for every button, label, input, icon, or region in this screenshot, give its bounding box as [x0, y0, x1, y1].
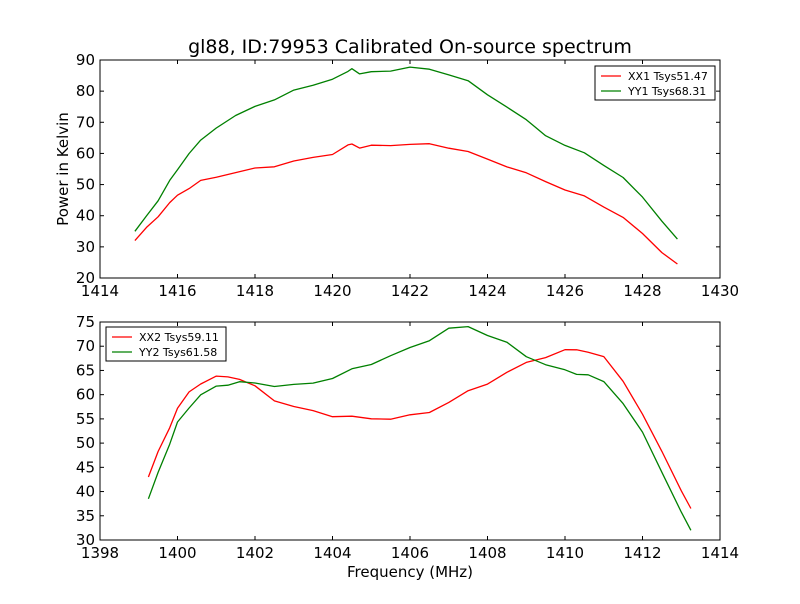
y-tick-label: 30	[76, 238, 95, 256]
y-tick-label: 35	[76, 507, 95, 525]
y-tick-label: 70	[76, 113, 95, 131]
legend-label: XX1 Tsys51.47	[628, 70, 708, 83]
y-tick-label: 60	[76, 144, 95, 162]
y-tick-label: 75	[76, 313, 95, 331]
x-tick-label: 1410	[546, 544, 584, 562]
x-tick-label: 1404	[313, 544, 351, 562]
chart-title: gl88, ID:79953 Calibrated On-source spec…	[188, 36, 632, 58]
y-tick-label: 65	[76, 361, 95, 379]
x-tick-label: 1428	[623, 282, 661, 300]
y-tick-label: 30	[76, 531, 95, 549]
series-line-2-2	[147, 325, 692, 531]
series-line-1-2	[134, 66, 678, 240]
x-tick-label: 1400	[158, 544, 196, 562]
y-tick-label: 40	[76, 483, 95, 501]
legend-label: YY2 Tsys61.58	[138, 346, 217, 359]
y-tick-label: 55	[76, 410, 95, 428]
legend-1: XX1 Tsys51.47 YY1 Tsys68.31	[594, 65, 716, 101]
series-line-2-1	[147, 349, 692, 509]
x-tick-label: 1418	[236, 282, 274, 300]
bottom-panel: 1398 1400 1402 1404 1406 1408 1410 1412 1414 30 35…	[76, 313, 739, 581]
x-tick-label: 1414	[701, 544, 739, 562]
x-tick-label: 1414	[81, 282, 119, 300]
x-tick-label: 1406	[391, 544, 429, 562]
x-tick-label: 1402	[236, 544, 274, 562]
x-tick-label: 1416	[158, 282, 196, 300]
y-tick-label: 70	[76, 337, 95, 355]
x-tick-label: 1408	[468, 544, 506, 562]
y-tick-label: 90	[76, 51, 95, 69]
x-tick-label: 1424	[468, 282, 506, 300]
y-tick-label: 45	[76, 458, 95, 476]
x-tick-label: 1422	[391, 282, 429, 300]
y-tick-label: 50	[76, 176, 95, 194]
x-tick-label: 1412	[623, 544, 661, 562]
y-axis-label: Power in Kelvin	[54, 112, 72, 226]
top-panel: 1414 1416 1418 1420 1422 1424 1426 1428 1430 20 30…	[54, 51, 739, 300]
legend-2: XX2 Tsys59.11 YY2 Tsys61.58	[105, 326, 227, 362]
y-tick-label: 60	[76, 386, 95, 404]
legend-box	[105, 326, 227, 362]
x-tick-label: 1430	[701, 282, 739, 300]
y-tick-label: 40	[76, 207, 95, 225]
x-axis-label: Frequency (MHz)	[347, 563, 473, 581]
y-tick-label: 80	[76, 82, 95, 100]
series-line-1-1	[134, 143, 678, 265]
legend-box	[594, 65, 716, 101]
y-tick-label: 50	[76, 434, 95, 452]
legend-label: XX2 Tsys59.11	[139, 331, 219, 344]
x-tick-label: 1426	[546, 282, 584, 300]
y-tick-label: 20	[76, 269, 95, 287]
legend-label: YY1 Tsys68.31	[627, 85, 706, 98]
x-tick-label: 1420	[313, 282, 351, 300]
x-tick-label: 1398	[81, 544, 119, 562]
